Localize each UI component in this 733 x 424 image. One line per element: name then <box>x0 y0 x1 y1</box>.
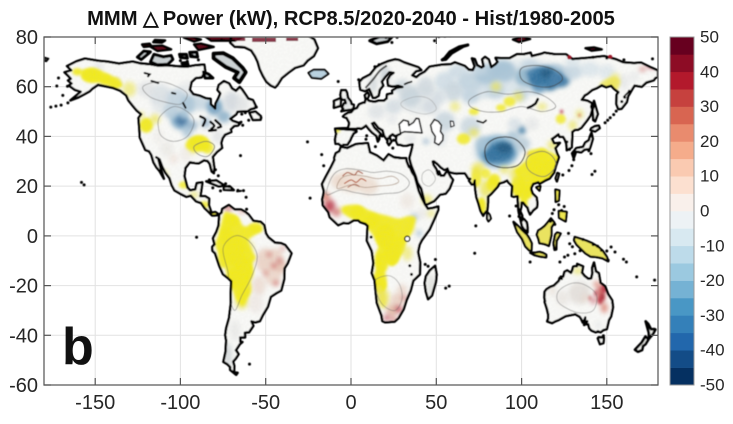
svg-text:80: 80 <box>16 27 38 49</box>
svg-text:20: 20 <box>700 132 719 151</box>
svg-text:-50: -50 <box>700 376 725 395</box>
svg-text:30: 30 <box>700 97 719 116</box>
svg-text:-20: -20 <box>9 276 38 298</box>
svg-text:50: 50 <box>700 28 719 47</box>
svg-text:-20: -20 <box>700 271 725 290</box>
svg-text:-40: -40 <box>700 341 725 360</box>
svg-text:0: 0 <box>345 392 356 414</box>
svg-text:40: 40 <box>700 62 719 81</box>
svg-text:0: 0 <box>700 202 709 221</box>
svg-text:10: 10 <box>700 167 719 186</box>
svg-text:40: 40 <box>16 126 38 148</box>
svg-text:-50: -50 <box>251 392 280 414</box>
svg-text:MMM △ Power (kW), RCP8.5/2020-: MMM △ Power (kW), RCP8.5/2020-2040 - His… <box>87 8 615 30</box>
svg-text:50: 50 <box>425 392 447 414</box>
svg-text:-10: -10 <box>700 236 725 255</box>
svg-text:0: 0 <box>27 226 38 248</box>
svg-text:-150: -150 <box>75 392 115 414</box>
svg-text:100: 100 <box>505 392 538 414</box>
svg-text:150: 150 <box>590 392 623 414</box>
svg-text:-60: -60 <box>9 375 38 397</box>
svg-text:-40: -40 <box>9 325 38 347</box>
svg-text:20: 20 <box>16 176 38 198</box>
svg-text:-30: -30 <box>700 306 725 325</box>
svg-text:60: 60 <box>16 77 38 99</box>
svg-text:b: b <box>62 318 94 376</box>
svg-text:-100: -100 <box>160 392 200 414</box>
